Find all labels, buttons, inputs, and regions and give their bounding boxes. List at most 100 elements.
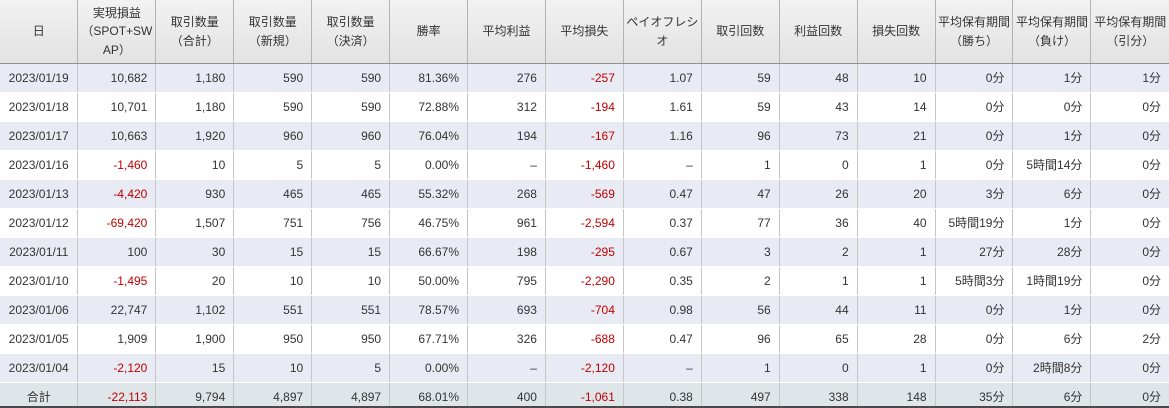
- value-cell: 590: [311, 92, 391, 122]
- column-header: 勝率: [389, 0, 469, 64]
- table-row: 2023/01/18 10,701 1,180 590 590 72.88% 312 -194…: [0, 92, 1169, 122]
- value-cell: 1,507: [155, 208, 235, 238]
- value-cell: 693: [467, 295, 546, 325]
- value-cell: 590: [233, 63, 313, 93]
- value-cell: 10: [311, 266, 391, 296]
- value-cell: 0分: [1090, 208, 1169, 238]
- value-cell: -69,420: [77, 208, 157, 238]
- value-cell: 0: [779, 353, 858, 383]
- table-row: 2023/01/17 10,663 1,920 960 960 76.04% 194 -167…: [0, 121, 1169, 151]
- value-cell: 1分: [1012, 295, 1092, 325]
- column-header: 平均保有期間 （負け）: [1012, 0, 1092, 64]
- value-cell: -1,495: [77, 266, 157, 296]
- value-cell: -1,061: [545, 382, 624, 406]
- value-cell: -569: [545, 179, 624, 209]
- value-cell: 400: [467, 382, 546, 406]
- column-header: 平均利益: [467, 0, 546, 64]
- value-cell: 0分: [1090, 266, 1169, 296]
- value-cell: 590: [311, 63, 391, 93]
- value-cell: 1分: [1012, 121, 1092, 151]
- value-cell: 6分: [1012, 324, 1092, 354]
- value-cell: 0.00%: [389, 150, 469, 180]
- value-cell: 1: [701, 150, 780, 180]
- value-cell: 48: [779, 63, 858, 93]
- value-cell: 78.57%: [389, 295, 469, 325]
- value-cell: 326: [467, 324, 546, 354]
- value-cell: -4,420: [77, 179, 157, 209]
- value-cell: -2,290: [545, 266, 624, 296]
- value-cell: 497: [701, 382, 780, 406]
- column-header: 平均損失: [545, 0, 624, 64]
- value-cell: -1,460: [545, 150, 624, 180]
- value-cell: 10,663: [77, 121, 157, 151]
- value-cell: 40: [857, 208, 936, 238]
- value-cell: 1,900: [155, 324, 235, 354]
- table-row: 2023/01/19 10,682 1,180 590 590 81.36% 276 -257…: [0, 63, 1169, 93]
- column-header: 取引数量 （決済）: [311, 0, 391, 64]
- value-cell: 0.38: [623, 382, 702, 406]
- value-cell: 950: [311, 324, 391, 354]
- value-cell: 551: [311, 295, 391, 325]
- row-label-cell: 2023/01/04: [0, 353, 79, 383]
- value-cell: 756: [311, 208, 391, 238]
- value-cell: 960: [311, 121, 391, 151]
- value-cell: -22,113: [77, 382, 157, 406]
- value-cell: 20: [857, 179, 936, 209]
- value-cell: 10: [155, 150, 235, 180]
- value-cell: 0.00%: [389, 353, 469, 383]
- value-cell: -704: [545, 295, 624, 325]
- column-header: 日: [0, 0, 79, 64]
- value-cell: 0分: [935, 121, 1014, 151]
- value-cell: –: [623, 150, 702, 180]
- value-cell: 1時間19分: [1012, 266, 1092, 296]
- column-header: 平均保有期間 （勝ち）: [935, 0, 1014, 64]
- row-label-cell: 合計: [0, 382, 79, 406]
- value-cell: 66.67%: [389, 237, 469, 267]
- value-cell: 194: [467, 121, 546, 151]
- value-cell: 11: [857, 295, 936, 325]
- table-row: 2023/01/12 -69,420 1,507 751 756 46.75% 961 -2,…: [0, 208, 1169, 238]
- value-cell: 1,909: [77, 324, 157, 354]
- value-cell: 0: [779, 150, 858, 180]
- value-cell: 15: [155, 353, 235, 383]
- value-cell: –: [467, 150, 546, 180]
- value-cell: -194: [545, 92, 624, 122]
- value-cell: 26: [779, 179, 858, 209]
- table-row: 2023/01/05 1,909 1,900 950 950 67.71% 326 -688 0…: [0, 324, 1169, 354]
- value-cell: 961: [467, 208, 546, 238]
- value-cell: 5: [311, 150, 391, 180]
- value-cell: 15: [311, 237, 391, 267]
- total-row: 合計 -22,113 9,794 4,897 4,897 68.01% 400 -1,061 0…: [0, 382, 1169, 406]
- value-cell: 36: [779, 208, 858, 238]
- value-cell: 72.88%: [389, 92, 469, 122]
- row-label-cell: 2023/01/12: [0, 208, 79, 238]
- table-row: 2023/01/04 -2,120 15 10 5 0.00% – -2,120–1 0 1 0分 2…: [0, 353, 1169, 383]
- value-cell: 0.47: [623, 179, 702, 209]
- value-cell: 59: [701, 63, 780, 93]
- value-cell: 590: [233, 92, 313, 122]
- value-cell: -167: [545, 121, 624, 151]
- value-cell: 67.71%: [389, 324, 469, 354]
- value-cell: 2: [701, 266, 780, 296]
- value-cell: 65: [779, 324, 858, 354]
- row-label-cell: 2023/01/16: [0, 150, 79, 180]
- value-cell: 4,897: [311, 382, 391, 406]
- value-cell: 0分: [1012, 92, 1092, 122]
- value-cell: 960: [233, 121, 313, 151]
- value-cell: 950: [233, 324, 313, 354]
- column-header: 取引数量 （合計）: [155, 0, 235, 64]
- value-cell: 198: [467, 237, 546, 267]
- column-header: 取引回数: [701, 0, 780, 64]
- value-cell: 35分: [935, 382, 1014, 406]
- value-cell: -1,460: [77, 150, 157, 180]
- value-cell: 21: [857, 121, 936, 151]
- value-cell: 0.35: [623, 266, 702, 296]
- value-cell: 0.37: [623, 208, 702, 238]
- value-cell: 44: [779, 295, 858, 325]
- value-cell: 10,682: [77, 63, 157, 93]
- row-label-cell: 2023/01/10: [0, 266, 79, 296]
- column-header: ペイオフレシオ: [623, 0, 702, 64]
- value-cell: 3: [701, 237, 780, 267]
- value-cell: -257: [545, 63, 624, 93]
- value-cell: 10: [233, 266, 313, 296]
